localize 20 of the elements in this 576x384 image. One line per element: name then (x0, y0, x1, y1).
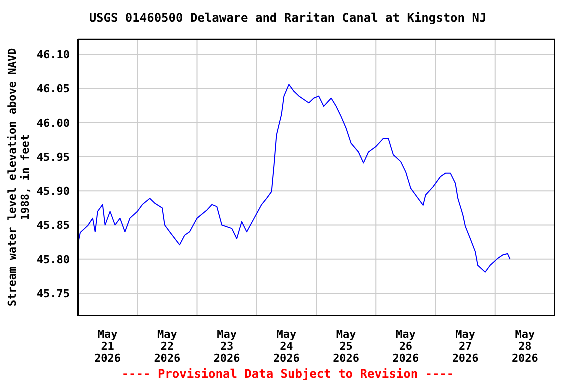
line-series (78, 84, 511, 273)
x-tick-label: May 27 2026 (452, 328, 480, 366)
y-axis-title: Stream water level elevation above NAVD 1988, in feet (6, 48, 32, 307)
y-tick-label: 46.10 (36, 48, 70, 62)
y-tick-label: 45.90 (36, 185, 70, 198)
y-tick-label: 45.95 (36, 150, 70, 164)
x-tick-label: May 23 2026 (214, 328, 241, 366)
y-tick-label: 45.85 (36, 219, 70, 232)
y-tick-label: 45.80 (36, 253, 70, 266)
y-tick-label: 45.75 (36, 287, 70, 300)
y-tick-label: 46.05 (36, 82, 70, 96)
x-tick-label: May 25 2026 (333, 328, 360, 366)
x-tick-label: May 26 2026 (392, 328, 420, 366)
y-tick-label: 46.00 (36, 116, 70, 130)
text: ---- Provisional Data Subject to Revision ---- (120, 367, 456, 381)
chart-title: USGS 01460500 Delaware and Raritan Canal at Kingston NJ (88, 11, 488, 25)
x-tick-label: May 28 2026 (512, 328, 539, 366)
x-tick-label: May 24 2026 (273, 328, 300, 366)
x-tick-label: May 22 2026 (154, 328, 182, 366)
x-tick-label: May 21 2026 (94, 328, 122, 366)
